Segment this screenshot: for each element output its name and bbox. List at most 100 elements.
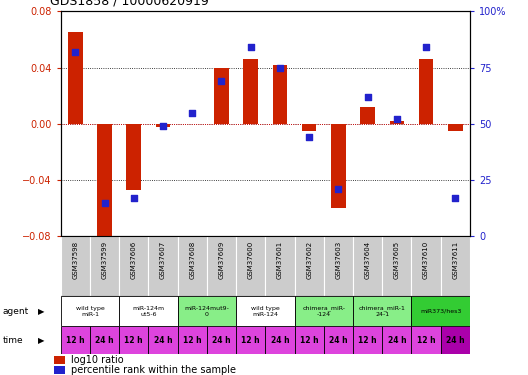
Bar xyxy=(207,326,236,354)
Bar xyxy=(265,326,295,354)
Bar xyxy=(148,236,177,296)
Point xyxy=(159,123,167,129)
Text: 24 h: 24 h xyxy=(154,336,172,345)
Text: log10 ratio: log10 ratio xyxy=(71,355,124,365)
Bar xyxy=(61,326,90,354)
Bar xyxy=(177,326,207,354)
Text: agent: agent xyxy=(3,307,29,316)
Text: wild type
miR-1: wild type miR-1 xyxy=(76,306,105,316)
Bar xyxy=(90,236,119,296)
Bar xyxy=(353,296,411,326)
Point xyxy=(247,44,255,50)
Text: 12 h: 12 h xyxy=(300,336,318,345)
Text: time: time xyxy=(3,336,23,345)
Point xyxy=(305,134,314,140)
Bar xyxy=(119,326,148,354)
Bar xyxy=(390,121,404,124)
Point xyxy=(422,44,430,50)
Text: GSM37605: GSM37605 xyxy=(394,241,400,279)
Bar xyxy=(177,236,207,296)
Bar xyxy=(119,236,148,296)
Bar xyxy=(331,124,346,208)
Bar xyxy=(441,236,470,296)
Text: GSM37599: GSM37599 xyxy=(101,241,108,279)
Text: GSM37606: GSM37606 xyxy=(131,241,137,279)
Text: 24 h: 24 h xyxy=(329,336,348,345)
Bar xyxy=(411,236,441,296)
Text: 24 h: 24 h xyxy=(95,336,114,345)
Point xyxy=(451,195,459,201)
Bar xyxy=(448,124,463,131)
Bar xyxy=(382,326,411,354)
Text: miR373/hes3: miR373/hes3 xyxy=(420,309,461,314)
Text: ▶: ▶ xyxy=(38,336,44,345)
Bar xyxy=(324,236,353,296)
Bar xyxy=(90,326,119,354)
Bar xyxy=(295,296,353,326)
Bar xyxy=(236,326,266,354)
Text: 24 h: 24 h xyxy=(271,336,289,345)
Text: GSM37604: GSM37604 xyxy=(365,241,371,279)
Bar xyxy=(127,124,141,190)
Point xyxy=(334,186,343,192)
Bar xyxy=(324,326,353,354)
Point xyxy=(393,116,401,122)
Bar xyxy=(54,366,65,374)
Bar xyxy=(265,236,295,296)
Bar xyxy=(177,296,236,326)
Text: GSM37601: GSM37601 xyxy=(277,241,283,279)
Bar xyxy=(97,124,112,236)
Bar xyxy=(61,236,90,296)
Bar xyxy=(382,236,411,296)
Text: 24 h: 24 h xyxy=(446,336,465,345)
Text: miR-124mut9-
0: miR-124mut9- 0 xyxy=(184,306,229,316)
Bar xyxy=(360,107,375,124)
Bar xyxy=(419,59,433,124)
Text: ▶: ▶ xyxy=(38,307,44,316)
Bar xyxy=(302,124,316,131)
Text: 12 h: 12 h xyxy=(417,336,436,345)
Text: 12 h: 12 h xyxy=(125,336,143,345)
Text: GSM37608: GSM37608 xyxy=(189,241,195,279)
Bar xyxy=(148,326,177,354)
Bar xyxy=(236,236,266,296)
Text: GSM37611: GSM37611 xyxy=(452,241,458,279)
Bar xyxy=(54,356,65,364)
Bar xyxy=(353,326,382,354)
Point xyxy=(129,195,138,201)
Bar xyxy=(156,124,171,127)
Bar xyxy=(411,326,441,354)
Bar xyxy=(68,32,83,124)
Point xyxy=(188,110,196,116)
Bar xyxy=(207,236,236,296)
Text: 12 h: 12 h xyxy=(359,336,377,345)
Text: 12 h: 12 h xyxy=(241,336,260,345)
Text: GSM37598: GSM37598 xyxy=(72,241,78,279)
Bar xyxy=(61,296,119,326)
Text: GSM37600: GSM37600 xyxy=(248,241,254,279)
Text: GSM37610: GSM37610 xyxy=(423,241,429,279)
Bar xyxy=(119,296,177,326)
Text: 24 h: 24 h xyxy=(212,336,231,345)
Text: 12 h: 12 h xyxy=(183,336,202,345)
Text: GSM37607: GSM37607 xyxy=(160,241,166,279)
Text: GDS1858 / 10000620919: GDS1858 / 10000620919 xyxy=(50,0,209,8)
Point xyxy=(217,78,225,84)
Bar xyxy=(272,64,287,124)
Bar xyxy=(295,236,324,296)
Point xyxy=(363,94,372,100)
Text: GSM37609: GSM37609 xyxy=(219,241,224,279)
Text: wild type
miR-124: wild type miR-124 xyxy=(251,306,280,316)
Bar xyxy=(441,326,470,354)
Point xyxy=(100,200,109,206)
Bar xyxy=(243,59,258,124)
Bar xyxy=(411,296,470,326)
Text: GSM37602: GSM37602 xyxy=(306,241,312,279)
Bar xyxy=(214,68,229,124)
Bar xyxy=(236,296,295,326)
Bar xyxy=(295,326,324,354)
Text: 24 h: 24 h xyxy=(388,336,406,345)
Point xyxy=(276,64,284,70)
Text: chimera_miR-1
24-1: chimera_miR-1 24-1 xyxy=(359,306,406,317)
Text: GSM37603: GSM37603 xyxy=(335,241,342,279)
